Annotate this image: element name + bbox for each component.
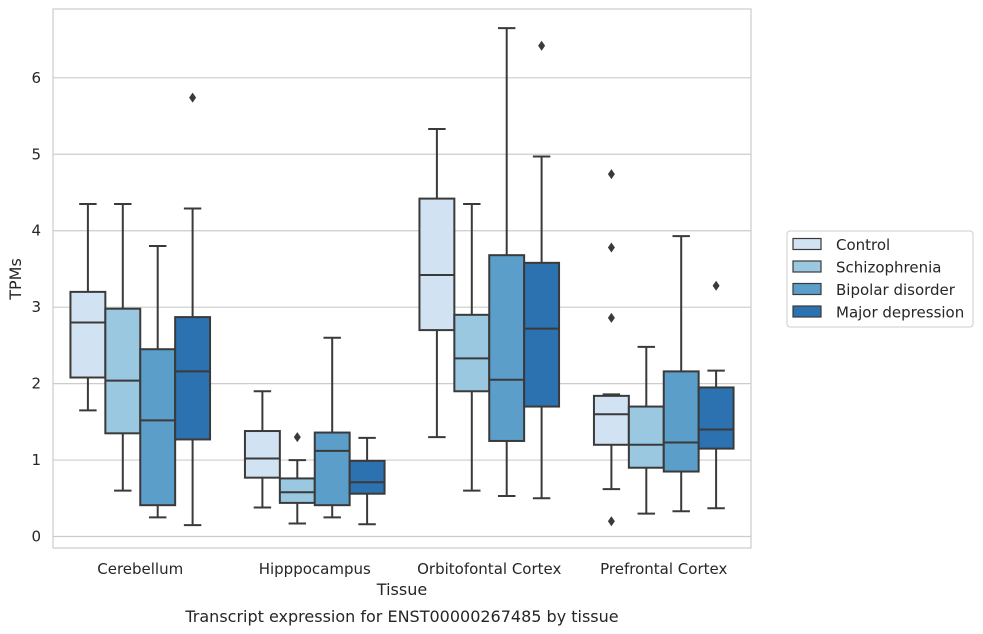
iqr-box: [697, 386, 735, 450]
box-4-3: [662, 235, 700, 513]
box-2-3: [313, 336, 351, 519]
chart-caption: Transcript expression for ENST0000026748…: [184, 607, 618, 626]
legend-label: Schizophrenia: [836, 259, 941, 277]
iqr-box: [104, 307, 142, 435]
iqr-box: [278, 477, 316, 504]
outlier-point: [712, 280, 720, 291]
outlier-point: [607, 169, 615, 180]
iqr-box: [348, 459, 386, 495]
iqr-box: [488, 254, 526, 442]
iqr-box: [592, 394, 630, 446]
outlier-point: [293, 432, 301, 443]
iqr-box: [243, 430, 281, 479]
outlier-point: [538, 40, 546, 51]
iqr-box: [523, 261, 561, 408]
box-3-1: [418, 128, 456, 439]
iqr-box: [69, 290, 107, 379]
x-tick-labels: Cerebellum Hipppocampus Orbitofontal Corte…: [97, 560, 727, 578]
legend-swatch: [792, 305, 822, 318]
x-axis-title: Tissue: [376, 580, 427, 599]
box-4-1: [592, 169, 630, 527]
legend: Control Schizophrenia Bipolar disorder Majo…: [786, 230, 974, 328]
y-tick-labels: 0 1 2 3 4 5 6: [31, 69, 41, 546]
iqr-box: [139, 348, 177, 507]
legend-frame: [786, 230, 974, 328]
box-1-4: [174, 92, 212, 527]
box-1-2: [104, 202, 142, 492]
iqr-box: [453, 313, 491, 393]
box-4-2: [627, 345, 665, 515]
y-tick-label: 6: [31, 69, 41, 87]
box-3-4: [523, 40, 561, 500]
y-tick-label: 4: [31, 222, 41, 240]
outlier-point: [607, 312, 615, 323]
iqr-box: [662, 370, 700, 473]
outlier-point: [607, 516, 615, 527]
y-tick-label: 3: [31, 298, 41, 316]
box-2-4: [348, 436, 386, 526]
legend-swatch: [792, 237, 822, 251]
x-tick-label: Hipppocampus: [259, 560, 371, 578]
y-tick-label: 0: [31, 528, 41, 546]
x-tick-label: Orbitofontal Cortex: [417, 560, 561, 578]
x-tick-label: Prefrontal Cortex: [600, 560, 727, 578]
box-2-2: [278, 432, 316, 525]
legend-swatch: [792, 282, 822, 296]
x-tick-label: Cerebellum: [97, 560, 183, 578]
y-tick-label: 1: [31, 451, 41, 469]
legend-label: Control: [836, 236, 890, 254]
box-1-1: [69, 202, 107, 412]
legend-entries: Control Schizophrenia Bipolar disorder Majo…: [792, 236, 964, 322]
outlier-point: [607, 242, 615, 253]
outlier-point: [189, 92, 197, 103]
iqr-box: [418, 197, 456, 332]
legend-swatch: [792, 260, 822, 273]
iqr-box: [313, 431, 351, 507]
box-1-3: [139, 245, 177, 519]
iqr-box: [627, 405, 665, 469]
iqr-box: [174, 316, 212, 441]
y-tick-label: 2: [31, 375, 41, 393]
box-3-3: [488, 27, 526, 498]
box-4-4: [697, 280, 735, 510]
legend-label: Major depression: [836, 304, 964, 322]
legend-label: Bipolar disorder: [836, 281, 956, 299]
y-axis-title: TPMs: [6, 258, 25, 301]
boxes: [69, 27, 735, 527]
box-3-2: [453, 202, 491, 492]
box-2-1: [243, 390, 281, 509]
y-tick-label: 5: [31, 145, 41, 163]
